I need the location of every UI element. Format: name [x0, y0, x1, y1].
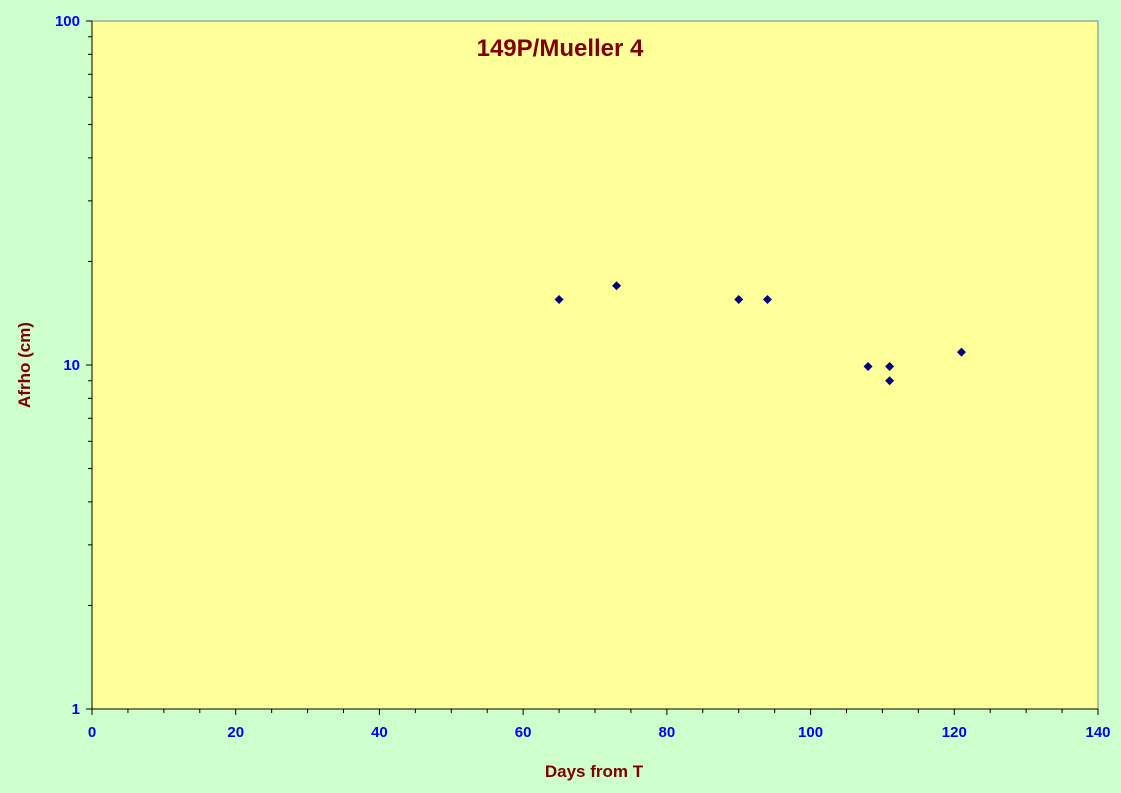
x-axis-label: Days from T	[545, 762, 644, 781]
chart-title: 149P/Mueller 4	[477, 35, 644, 62]
x-tick-label: 100	[798, 724, 823, 741]
x-tick-label: 80	[659, 724, 676, 741]
data-point	[863, 362, 873, 372]
x-tick-label: 40	[371, 724, 388, 741]
x-tick-label: 120	[942, 724, 967, 741]
plot-area	[91, 20, 1099, 710]
data-point	[956, 347, 966, 357]
y-tick-label: 100	[55, 13, 80, 30]
data-point	[554, 295, 564, 305]
x-tick-label: 60	[515, 724, 532, 741]
data-point	[885, 376, 895, 386]
y-tick-label: 10	[63, 357, 80, 374]
y-axis-label: Afrho (cm)	[15, 322, 34, 408]
y-tick-label: 1	[72, 701, 80, 718]
data-point	[734, 295, 744, 305]
x-tick-label: 0	[88, 724, 96, 741]
data-point	[612, 281, 622, 291]
data-points	[554, 281, 966, 386]
axes	[86, 20, 1099, 715]
x-tick-label: 20	[227, 724, 244, 741]
data-point	[762, 295, 772, 305]
data-point	[885, 362, 895, 372]
tick-labels: 0 20 40 60 80 100 120 140 1 10 100	[55, 13, 1111, 741]
x-tick-label: 140	[1085, 724, 1110, 741]
